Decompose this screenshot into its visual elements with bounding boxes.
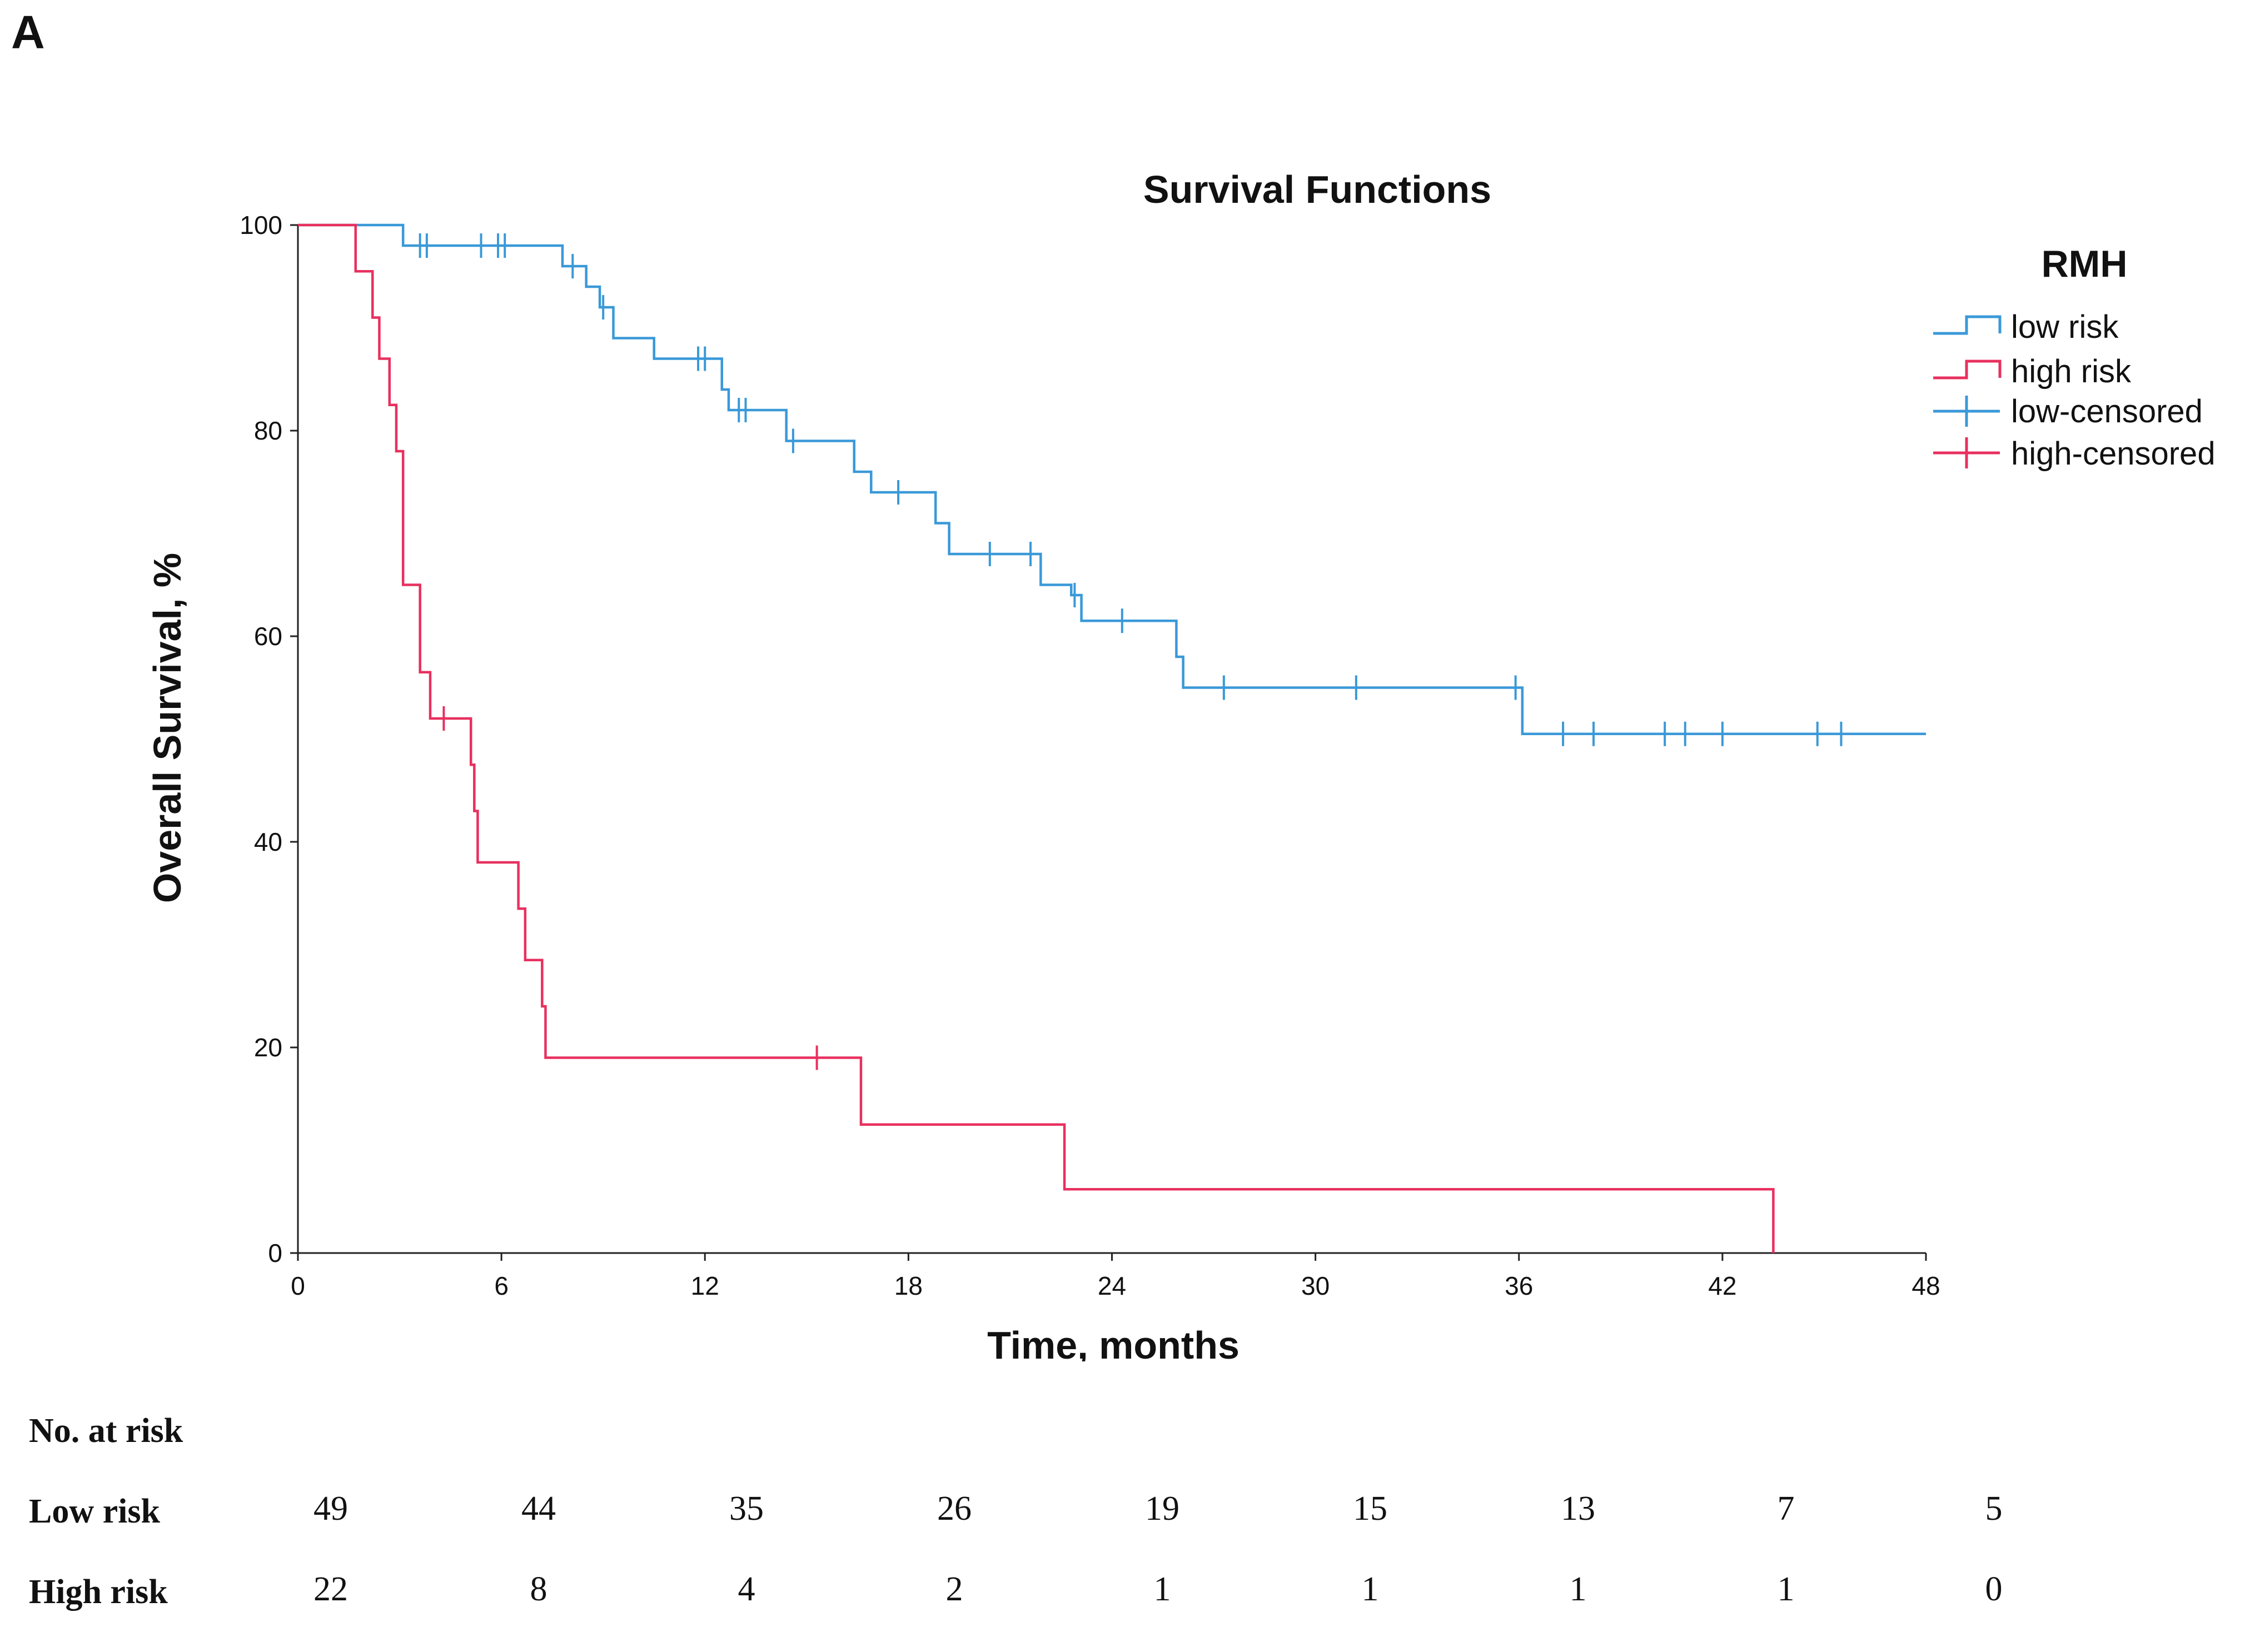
x-tick-label: 0	[291, 1271, 305, 1300]
x-tick-label: 12	[691, 1271, 719, 1300]
survival-chart: Survival Functions Overall Survival, % T…	[146, 168, 2216, 1361]
x-tick-label: 36	[1505, 1271, 1533, 1300]
risk-cell: 22	[313, 1570, 348, 1608]
legend-item-high-censored: high-censored	[1933, 436, 2216, 472]
risk-table-header: No. at risk	[29, 1412, 183, 1450]
legend-item-high-risk: high risk	[1933, 353, 2132, 390]
chart-title: Survival Functions	[1143, 168, 1491, 211]
risk-row-label-low: Low risk	[29, 1493, 160, 1530]
y-axis-label: Overall Survival, %	[146, 553, 189, 903]
risk-cell: 0	[1985, 1570, 2003, 1608]
risk-cell: 8	[530, 1570, 547, 1608]
y-tick-label: 20	[254, 1033, 282, 1062]
legend-label-high-risk: high risk	[2011, 353, 2132, 390]
legend-label-low-censored: low-censored	[2011, 393, 2203, 430]
risk-cell: 2	[945, 1570, 963, 1608]
legend-label-low-risk: low risk	[2011, 309, 2119, 345]
legend-swatch-high-risk	[1933, 360, 2002, 380]
risk-cell: 1	[1361, 1570, 1379, 1608]
x-ticks: 0 6 12 18 24 30 36 42 48	[291, 1253, 1940, 1300]
series-line-high-risk	[298, 223, 1775, 1253]
y-tick-label: 80	[254, 416, 282, 445]
x-tick-label: 24	[1098, 1271, 1126, 1300]
risk-cell: 1	[1153, 1570, 1171, 1608]
risk-row-label-high: High risk	[29, 1573, 168, 1611]
legend-item-low-risk: low risk	[1933, 309, 2119, 345]
x-axis-label: Time, months	[987, 1324, 1240, 1361]
number-at-risk-table: No. at risk Low risk High risk 49 44 35 26 1…	[0, 1411, 2250, 1650]
x-tick-label: 42	[1708, 1271, 1736, 1300]
panel-label: A	[11, 6, 45, 58]
y-ticks: 0 20 40 60 80 100	[240, 211, 298, 1267]
risk-cell: 5	[1985, 1490, 2003, 1528]
risk-cell: 19	[1145, 1490, 1179, 1528]
legend: RMH low risk high risk low-censored high…	[1933, 243, 2216, 472]
series-layer	[298, 223, 1926, 1253]
risk-cell: 26	[937, 1490, 972, 1528]
risk-cell: 1	[1569, 1570, 1587, 1608]
risk-cell: 7	[1777, 1490, 1795, 1528]
axes	[297, 225, 1926, 1254]
legend-label-high-censored: high-censored	[2011, 436, 2216, 472]
x-tick-label: 30	[1301, 1271, 1330, 1300]
risk-cell: 15	[1353, 1490, 1387, 1528]
x-tick-label: 18	[894, 1271, 923, 1300]
y-tick-label: 40	[254, 827, 282, 856]
y-tick-label: 60	[254, 622, 282, 651]
legend-item-low-censored: low-censored	[1933, 393, 2203, 430]
risk-cell: 13	[1561, 1490, 1595, 1528]
risk-cell: 44	[521, 1490, 556, 1528]
x-tick-label: 48	[1911, 1271, 1940, 1300]
legend-title: RMH	[2042, 243, 2128, 285]
risk-cell: 4	[738, 1570, 755, 1608]
risk-cell: 49	[313, 1490, 348, 1528]
y-tick-label: 100	[240, 211, 282, 239]
x-tick-label: 6	[494, 1271, 509, 1300]
legend-swatch-low-risk	[1933, 315, 2002, 335]
y-tick-label: 0	[268, 1239, 282, 1267]
risk-cell: 35	[729, 1490, 764, 1528]
risk-cell: 1	[1777, 1570, 1795, 1608]
series-line-low-risk	[298, 223, 1926, 735]
